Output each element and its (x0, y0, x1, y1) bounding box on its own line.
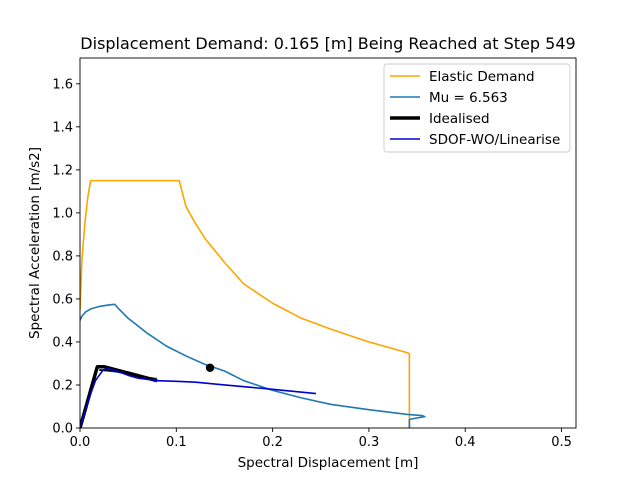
legend-label-mu-6-563: Mu = 6.563 (429, 90, 508, 106)
y-axis-label: Spectral Acceleration [m/s2] (27, 147, 43, 339)
chart-title: Displacement Demand: 0.165 [m] Being Rea… (80, 34, 575, 53)
y-axis: 0.0 0.2 0.4 0.6 0.8 1.0 1.2 1.4 1.6 (52, 77, 80, 437)
series-layer (80, 179, 426, 428)
y-tick-label: 1.2 (52, 163, 73, 178)
series-line-elastic-demand (80, 179, 411, 428)
x-tick-label: 0.2 (262, 435, 283, 450)
legend-label-sdof-wo-linearise: SDOF-WO/Linearise (429, 132, 560, 148)
y-tick-label: 0.8 (52, 249, 73, 264)
x-tick-label: 0.3 (359, 435, 380, 450)
legend-label-elastic-demand: Elastic Demand (429, 69, 535, 85)
x-tick-label: 0.0 (70, 435, 91, 450)
y-tick-label: 1.4 (52, 120, 73, 135)
x-tick-label: 0.1 (166, 435, 187, 450)
demand-point-marker (205, 363, 215, 372)
y-tick-label: 1.0 (52, 206, 73, 221)
x-tick-label: 0.4 (455, 435, 476, 450)
series-line-sdof-wo-linearise (80, 368, 317, 428)
y-tick-label: 1.6 (52, 77, 73, 92)
x-tick-label: 0.5 (551, 435, 572, 450)
legend-label-idealised: Idealised (429, 111, 490, 127)
y-tick-label: 0.0 (52, 422, 73, 437)
legend-box (383, 63, 571, 153)
y-tick-label: 0.2 (52, 378, 73, 393)
y-tick-label: 0.6 (52, 292, 73, 307)
legend: Elastic Demand Mu = 6.563 Idealised SDOF-WO… (383, 63, 571, 153)
x-axis: 0.0 0.1 0.2 0.3 0.4 0.5 (70, 428, 572, 450)
x-axis-label: Spectral Displacement [m] (238, 455, 419, 471)
plot-frame (79, 57, 577, 429)
series-line-mu-6-563 (80, 303, 426, 428)
y-tick-label: 0.4 (52, 335, 73, 350)
